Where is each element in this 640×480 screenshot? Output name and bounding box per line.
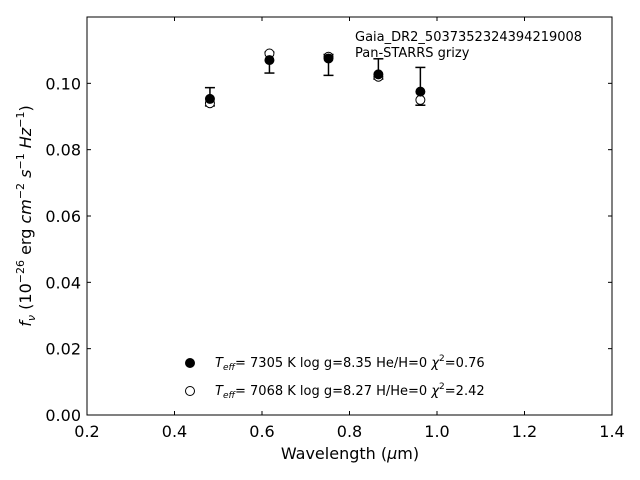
data-markers	[204, 48, 426, 109]
model-point-filled	[373, 69, 384, 80]
model-point-open	[415, 94, 426, 105]
model-point-filled	[323, 53, 334, 64]
model-point-filled	[204, 93, 215, 104]
model-point-filled	[264, 55, 275, 66]
y-tick-label: 0.06	[45, 207, 81, 226]
legend-entry-2: Teff= 7068 K log g=8.27 H/He=0 χ2=2.42	[215, 382, 485, 401]
legend: Teff= 7305 K log g=8.35 He/H=0 χ2=0.76 T…	[185, 354, 485, 401]
y-axis-label: fν (10−26 erg cm−2 s−1 Hz−1)	[14, 105, 38, 326]
y-tick-label: 0.02	[45, 340, 81, 359]
x-tick-label: 1.2	[512, 422, 537, 441]
legend-marker-filled	[185, 358, 195, 368]
star-id-annotation: Gaia_DR2_5037352324394219008	[355, 30, 582, 45]
x-tick-label: 1.4	[599, 422, 624, 441]
model-point-filled	[415, 86, 426, 97]
axis-ticks: 0.2 0.4 0.6 0.8 1.0 1.2 1.4 0.00 0.02 0.04 0.06 0.0…	[45, 17, 625, 441]
y-tick-label: 0.04	[45, 273, 81, 292]
legend-marker-open	[185, 386, 195, 396]
x-tick-label: 0.2	[74, 422, 99, 441]
x-tick-label: 0.6	[249, 422, 274, 441]
legend-entry-1: Teff= 7305 K log g=8.35 He/H=0 χ2=0.76	[215, 354, 485, 373]
y-tick-label: 0.10	[45, 74, 81, 93]
x-tick-label: 0.4	[162, 422, 187, 441]
y-tick-label: 0.08	[45, 141, 81, 160]
x-tick-label: 0.8	[337, 422, 362, 441]
y-tick-label: 0.00	[45, 406, 81, 425]
survey-annotation: Pan-STARRS grizy	[355, 46, 470, 61]
x-axis-label: Wavelength (μm)	[281, 444, 419, 463]
x-tick-label: 1.0	[424, 422, 449, 441]
